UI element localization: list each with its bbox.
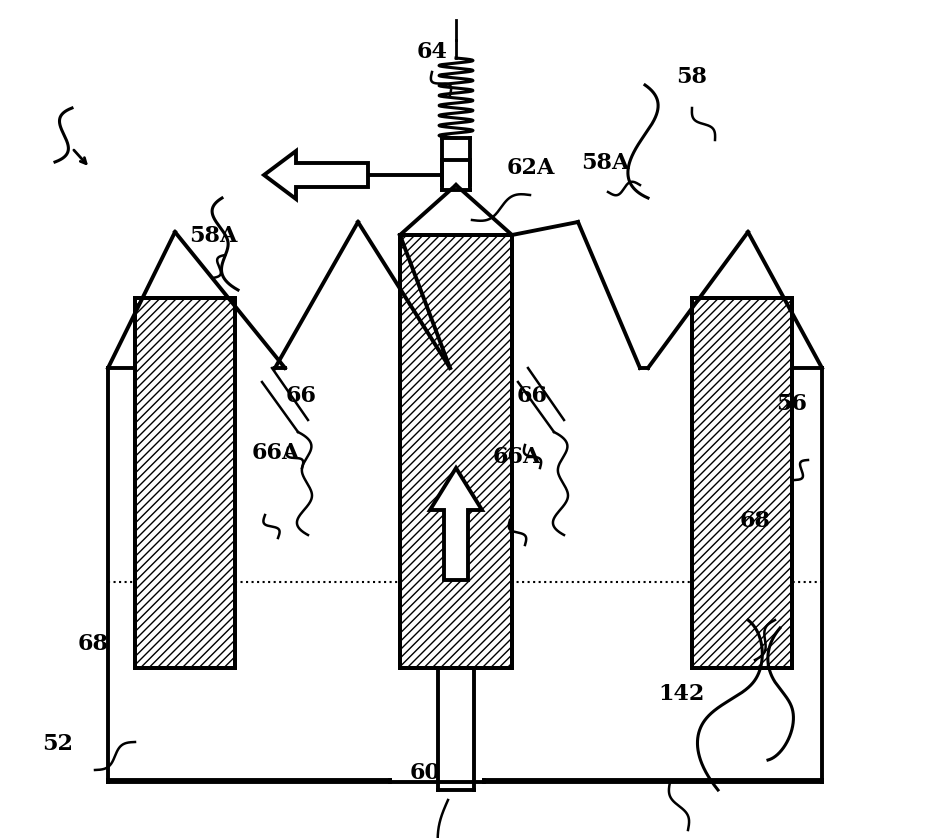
- Text: 66A: 66A: [251, 442, 300, 463]
- Text: 64: 64: [417, 41, 448, 63]
- Text: 58A: 58A: [581, 153, 630, 174]
- Text: 62A: 62A: [506, 157, 555, 178]
- Bar: [400, 235, 512, 668]
- Polygon shape: [264, 151, 368, 199]
- Bar: [135, 298, 235, 668]
- Bar: [135, 298, 235, 668]
- Polygon shape: [430, 468, 482, 580]
- Text: 68: 68: [739, 510, 771, 532]
- Text: 52: 52: [42, 733, 74, 755]
- Text: 66A: 66A: [492, 446, 541, 468]
- Text: 68: 68: [78, 633, 109, 654]
- Bar: [400, 235, 512, 668]
- Text: 66: 66: [517, 385, 548, 406]
- Text: 58: 58: [675, 66, 707, 88]
- Text: 58A: 58A: [189, 225, 237, 247]
- Text: 56: 56: [776, 393, 808, 415]
- Bar: [692, 298, 792, 668]
- Text: 66: 66: [285, 385, 317, 406]
- Text: 142: 142: [658, 683, 705, 705]
- Text: 60: 60: [409, 762, 441, 784]
- Bar: [692, 298, 792, 668]
